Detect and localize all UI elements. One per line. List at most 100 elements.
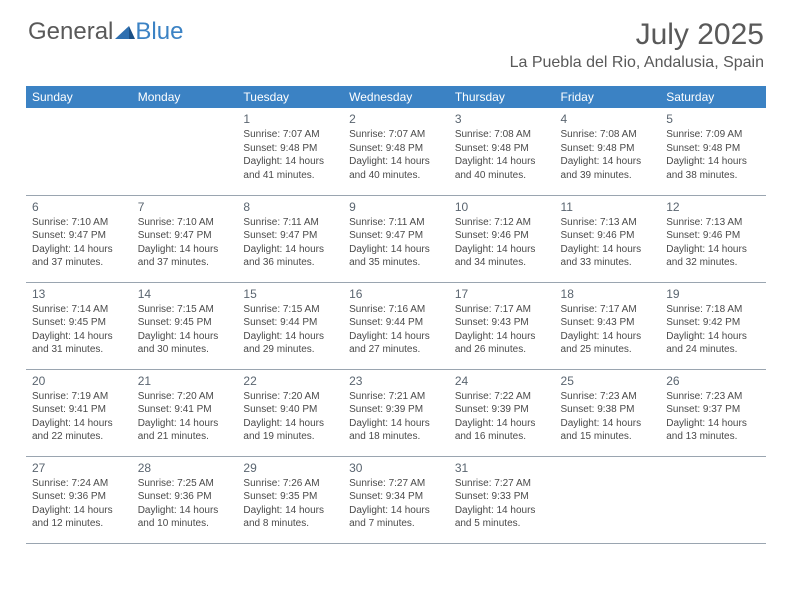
daylight-text: and 37 minutes.	[32, 256, 126, 270]
day-number: 4	[561, 111, 655, 127]
day-number: 26	[666, 373, 760, 389]
daylight-text: Daylight: 14 hours	[243, 243, 337, 257]
week-row: 27Sunrise: 7:24 AMSunset: 9:36 PMDayligh…	[26, 456, 766, 543]
daylight-text: Daylight: 14 hours	[243, 155, 337, 169]
daylight-text: and 8 minutes.	[243, 517, 337, 531]
daylight-text: and 18 minutes.	[349, 430, 443, 444]
sunset-text: Sunset: 9:48 PM	[666, 142, 760, 156]
logo-text-blue: Blue	[135, 18, 183, 46]
sunrise-text: Sunrise: 7:18 AM	[666, 303, 760, 317]
day-number: 14	[138, 286, 232, 302]
day-number: 17	[455, 286, 549, 302]
daylight-text: Daylight: 14 hours	[349, 243, 443, 257]
day-cell: 8Sunrise: 7:11 AMSunset: 9:47 PMDaylight…	[237, 195, 343, 282]
sunrise-text: Sunrise: 7:14 AM	[32, 303, 126, 317]
week-row: 20Sunrise: 7:19 AMSunset: 9:41 PMDayligh…	[26, 369, 766, 456]
daylight-text: Daylight: 14 hours	[32, 243, 126, 257]
daylight-text: Daylight: 14 hours	[666, 155, 760, 169]
sunrise-text: Sunrise: 7:25 AM	[138, 477, 232, 491]
sunrise-text: Sunrise: 7:07 AM	[243, 128, 337, 142]
sunrise-text: Sunrise: 7:19 AM	[32, 390, 126, 404]
week-row: 6Sunrise: 7:10 AMSunset: 9:47 PMDaylight…	[26, 195, 766, 282]
daylight-text: and 35 minutes.	[349, 256, 443, 270]
day-number: 31	[455, 460, 549, 476]
daylight-text: Daylight: 14 hours	[32, 417, 126, 431]
day-number: 3	[455, 111, 549, 127]
daylight-text: and 40 minutes.	[455, 169, 549, 183]
sunrise-text: Sunrise: 7:21 AM	[349, 390, 443, 404]
daylight-text: Daylight: 14 hours	[666, 417, 760, 431]
day-cell: 28Sunrise: 7:25 AMSunset: 9:36 PMDayligh…	[132, 456, 238, 543]
day-cell: 4Sunrise: 7:08 AMSunset: 9:48 PMDaylight…	[555, 108, 661, 195]
sunrise-text: Sunrise: 7:12 AM	[455, 216, 549, 230]
day-cell: 6Sunrise: 7:10 AMSunset: 9:47 PMDaylight…	[26, 195, 132, 282]
sunrise-text: Sunrise: 7:27 AM	[349, 477, 443, 491]
sunrise-text: Sunrise: 7:07 AM	[349, 128, 443, 142]
day-number: 25	[561, 373, 655, 389]
sunset-text: Sunset: 9:47 PM	[138, 229, 232, 243]
sunset-text: Sunset: 9:39 PM	[349, 403, 443, 417]
daylight-text: Daylight: 14 hours	[243, 417, 337, 431]
sunset-text: Sunset: 9:36 PM	[138, 490, 232, 504]
sunset-text: Sunset: 9:35 PM	[243, 490, 337, 504]
day-cell: 25Sunrise: 7:23 AMSunset: 9:38 PMDayligh…	[555, 369, 661, 456]
day-cell: 31Sunrise: 7:27 AMSunset: 9:33 PMDayligh…	[449, 456, 555, 543]
daylight-text: and 24 minutes.	[666, 343, 760, 357]
logo: General Blue	[28, 18, 183, 48]
day-cell: 20Sunrise: 7:19 AMSunset: 9:41 PMDayligh…	[26, 369, 132, 456]
day-cell: 19Sunrise: 7:18 AMSunset: 9:42 PMDayligh…	[660, 282, 766, 369]
daylight-text: Daylight: 14 hours	[138, 330, 232, 344]
dayname-tuesday: Tuesday	[237, 86, 343, 108]
sunrise-text: Sunrise: 7:16 AM	[349, 303, 443, 317]
day-number: 20	[32, 373, 126, 389]
daylight-text: and 7 minutes.	[349, 517, 443, 531]
day-number: 28	[138, 460, 232, 476]
sunrise-text: Sunrise: 7:24 AM	[32, 477, 126, 491]
day-cell: 2Sunrise: 7:07 AMSunset: 9:48 PMDaylight…	[343, 108, 449, 195]
location: La Puebla del Rio, Andalusia, Spain	[510, 54, 764, 72]
day-cell: 15Sunrise: 7:15 AMSunset: 9:44 PMDayligh…	[237, 282, 343, 369]
daylight-text: Daylight: 14 hours	[138, 417, 232, 431]
sunset-text: Sunset: 9:47 PM	[349, 229, 443, 243]
sunrise-text: Sunrise: 7:23 AM	[666, 390, 760, 404]
dayname-thursday: Thursday	[449, 86, 555, 108]
sunset-text: Sunset: 9:42 PM	[666, 316, 760, 330]
daylight-text: and 37 minutes.	[138, 256, 232, 270]
sunset-text: Sunset: 9:44 PM	[243, 316, 337, 330]
daylight-text: Daylight: 14 hours	[349, 504, 443, 518]
day-cell: 16Sunrise: 7:16 AMSunset: 9:44 PMDayligh…	[343, 282, 449, 369]
day-cell: 10Sunrise: 7:12 AMSunset: 9:46 PMDayligh…	[449, 195, 555, 282]
daylight-text: and 15 minutes.	[561, 430, 655, 444]
daylight-text: and 36 minutes.	[243, 256, 337, 270]
sunrise-text: Sunrise: 7:22 AM	[455, 390, 549, 404]
daylight-text: Daylight: 14 hours	[455, 417, 549, 431]
day-cell: 5Sunrise: 7:09 AMSunset: 9:48 PMDaylight…	[660, 108, 766, 195]
logo-triangle-icon	[115, 18, 135, 46]
day-number: 12	[666, 199, 760, 215]
sunrise-text: Sunrise: 7:27 AM	[455, 477, 549, 491]
sunset-text: Sunset: 9:41 PM	[138, 403, 232, 417]
daylight-text: and 22 minutes.	[32, 430, 126, 444]
sunset-text: Sunset: 9:48 PM	[243, 142, 337, 156]
day-cell: 30Sunrise: 7:27 AMSunset: 9:34 PMDayligh…	[343, 456, 449, 543]
sunrise-text: Sunrise: 7:11 AM	[349, 216, 443, 230]
sunset-text: Sunset: 9:39 PM	[455, 403, 549, 417]
empty-cell	[132, 108, 238, 195]
day-number: 6	[32, 199, 126, 215]
day-number: 22	[243, 373, 337, 389]
daylight-text: Daylight: 14 hours	[561, 330, 655, 344]
sunset-text: Sunset: 9:46 PM	[561, 229, 655, 243]
sunrise-text: Sunrise: 7:10 AM	[32, 216, 126, 230]
day-number: 23	[349, 373, 443, 389]
day-number: 21	[138, 373, 232, 389]
sunset-text: Sunset: 9:38 PM	[561, 403, 655, 417]
sunset-text: Sunset: 9:44 PM	[349, 316, 443, 330]
daylight-text: and 31 minutes.	[32, 343, 126, 357]
sunrise-text: Sunrise: 7:17 AM	[455, 303, 549, 317]
daylight-text: and 5 minutes.	[455, 517, 549, 531]
daylight-text: and 38 minutes.	[666, 169, 760, 183]
day-number: 1	[243, 111, 337, 127]
day-cell: 7Sunrise: 7:10 AMSunset: 9:47 PMDaylight…	[132, 195, 238, 282]
day-cell: 29Sunrise: 7:26 AMSunset: 9:35 PMDayligh…	[237, 456, 343, 543]
day-cell: 24Sunrise: 7:22 AMSunset: 9:39 PMDayligh…	[449, 369, 555, 456]
